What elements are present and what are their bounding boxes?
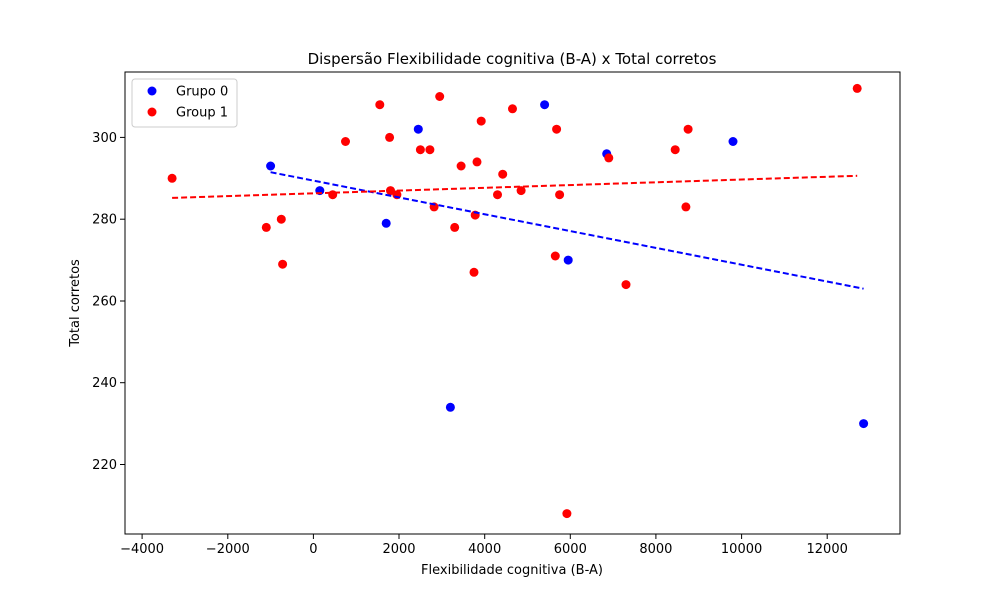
point-group-1 [683, 124, 693, 134]
point-group-1 [328, 190, 338, 200]
y-tick-label: 240 [92, 376, 117, 391]
legend-label-group-1: Group 1 [176, 106, 228, 121]
point-group-1 [498, 169, 508, 179]
x-axis-label: Flexibilidade cognitiva (B-A) [421, 563, 603, 578]
point-grupo-0 [381, 218, 391, 228]
x-tick-label: 2000 [382, 542, 415, 557]
point-group-1 [604, 153, 614, 163]
x-tick-label: 12000 [807, 542, 848, 557]
point-group-1 [341, 137, 350, 146]
y-axis-ticks: 220 240 260 280 300 [92, 131, 125, 473]
point-group-1 [508, 104, 517, 114]
x-tick-label: 6000 [554, 542, 587, 557]
point-group-1 [550, 251, 560, 261]
point-group-1 [456, 161, 466, 171]
point-grupo-0 [413, 124, 423, 134]
point-grupo-0 [859, 419, 869, 429]
x-tick-label: 4000 [468, 542, 501, 557]
point-group-1 [435, 92, 445, 101]
x-tick-label: −2000 [206, 542, 250, 557]
legend-box [131, 78, 238, 128]
x-tick-label: 8000 [639, 542, 672, 557]
y-tick-label: 280 [92, 213, 117, 228]
point-grupo-0 [540, 100, 550, 110]
point-group-1 [621, 280, 631, 290]
y-tick-label: 300 [92, 131, 117, 146]
point-grupo-0 [266, 161, 276, 171]
trendline-grupo-0 [270, 171, 864, 290]
point-group-1 [415, 145, 425, 155]
point-group-1 [469, 267, 479, 277]
x-tick-label: 0 [309, 542, 317, 557]
point-group-1 [425, 145, 435, 155]
legend-marker-group-1 [147, 107, 157, 117]
y-tick-label: 260 [92, 295, 117, 310]
plot-area [167, 83, 869, 519]
point-group-1 [476, 116, 486, 126]
point-group-1 [493, 190, 502, 200]
x-axis-ticks: −4000 −2000 0 2000 4000 6000 8000 10000 12000 [120, 534, 848, 557]
point-group-1 [472, 157, 482, 167]
point-group-1 [261, 222, 271, 232]
chart-title: Dispersão Flexibilidade cognitiva (B-A) … [308, 50, 717, 68]
point-group-1 [450, 222, 460, 232]
x-tick-label: −4000 [120, 542, 164, 557]
legend: Grupo 0 Group 1 [131, 78, 238, 128]
point-group-1 [852, 83, 862, 93]
point-group-1 [552, 124, 562, 134]
point-grupo-0 [563, 255, 573, 265]
x-tick-label: 10000 [721, 542, 762, 557]
axes-frame [124, 71, 901, 535]
point-group-1 [516, 186, 526, 196]
point-group-1 [681, 202, 691, 212]
y-axis-label: Total corretos [68, 259, 83, 348]
point-group-1 [555, 190, 565, 200]
point-group-1 [562, 509, 572, 519]
point-group-1 [276, 214, 286, 224]
legend-marker-grupo-0 [147, 86, 157, 96]
trendline-group-1 [172, 174, 858, 199]
point-grupo-0 [445, 402, 455, 412]
y-tick-label: 220 [92, 458, 117, 473]
point-group-1 [670, 145, 680, 155]
legend-label-grupo-0: Grupo 0 [176, 85, 228, 100]
point-group-1 [375, 100, 385, 110]
point-group-1 [278, 259, 288, 269]
point-group-1 [385, 132, 395, 142]
point-grupo-0 [728, 137, 738, 146]
point-group-1 [167, 173, 177, 183]
